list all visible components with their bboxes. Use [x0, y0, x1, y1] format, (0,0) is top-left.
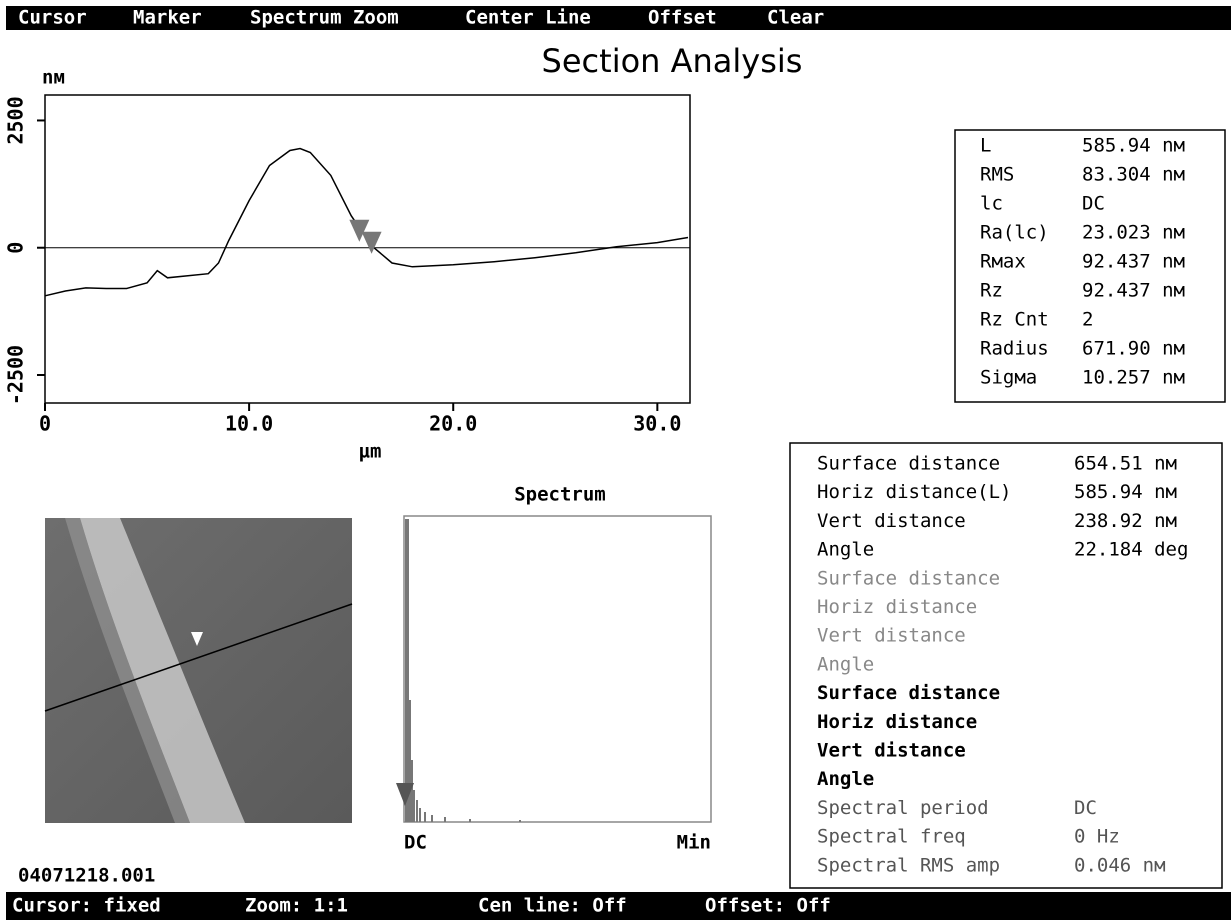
stat-label: L — [980, 135, 991, 157]
spectrum-left-label: DC — [404, 832, 427, 854]
status-item: Offset: Off — [705, 895, 831, 917]
stat-value: DC — [1082, 193, 1105, 215]
stat-label: Ra(lc) — [980, 222, 1049, 244]
x-axis-label: µm — [359, 441, 382, 463]
status-item: Cen line: Off — [478, 895, 627, 917]
stat-value: 2 — [1082, 309, 1093, 331]
spectrum-panel — [396, 516, 711, 822]
x-tick-label: 0 — [39, 412, 51, 436]
stat-label: Rz — [980, 280, 1003, 302]
measurement-label: Angle — [817, 768, 874, 790]
afm-image — [45, 518, 352, 823]
measurement-label: Spectral period — [817, 797, 989, 819]
menu-item[interactable]: Clear — [767, 7, 824, 29]
x-tick-label: 10.0 — [225, 412, 273, 436]
cursor-marker — [362, 232, 382, 254]
spectrum-title: Spectrum — [514, 484, 606, 506]
menu-item[interactable]: Cursor — [18, 7, 87, 29]
measurement-label: Angle — [817, 653, 874, 675]
stat-label: Rz Cnt — [980, 309, 1049, 331]
measurement-value: 238.92 nм — [1074, 510, 1177, 532]
measurement-value: 0 Hz — [1074, 826, 1120, 848]
stat-label: Radius — [980, 338, 1049, 360]
measurement-label: Angle — [817, 539, 874, 561]
measurement-label: Horiz distance — [817, 596, 977, 618]
x-tick-label: 20.0 — [429, 412, 477, 436]
title: Section Analysis — [542, 42, 803, 80]
stat-value: 92.437 nм — [1082, 280, 1185, 302]
menu-item[interactable]: Offset — [648, 7, 717, 29]
measurement-label: Horiz distance — [817, 711, 977, 733]
spectrum-right-label: Min — [677, 832, 711, 854]
measurement-label: Spectral RMS amp — [817, 854, 1000, 876]
status-item: Zoom: 1:1 — [245, 895, 348, 917]
stat-label: Sigмa — [980, 367, 1037, 389]
measurement-label: Surface distance — [817, 682, 1000, 704]
measurement-label: Surface distance — [817, 453, 1000, 475]
measurement-label: Vert distance — [817, 740, 966, 762]
measurement-label: Surface distance — [817, 567, 1000, 589]
stat-value: 671.90 nм — [1082, 338, 1185, 360]
measurement-label: Vert distance — [817, 510, 966, 532]
stat-value: 83.304 nм — [1082, 164, 1185, 186]
measurement-value: 654.51 nм — [1074, 453, 1177, 475]
y-axis-label: nм — [42, 67, 65, 89]
stat-value: 92.437 nм — [1082, 251, 1185, 273]
filename: 04071218.001 — [18, 865, 155, 887]
stat-value: 585.94 nм — [1082, 135, 1185, 157]
stat-label: Rмax — [980, 251, 1026, 273]
measurement-value: 0.046 nм — [1074, 854, 1166, 876]
stat-label: RMS — [980, 164, 1014, 186]
status-item: Cursor: fixed — [12, 895, 161, 917]
menu-item[interactable]: Center Line — [465, 7, 591, 29]
measurement-value: DC — [1074, 797, 1097, 819]
measurement-label: Spectral freq — [817, 826, 966, 848]
menu-item[interactable]: Marker — [133, 7, 202, 29]
y-tick-label: -2500 — [4, 345, 28, 405]
screen: Section Analysis nм µm Spectrum DC Min 0… — [0, 0, 1231, 920]
stat-label: lc — [980, 193, 1003, 215]
y-tick-label: 0 — [4, 242, 28, 254]
menu-item[interactable]: Spectrum Zoom — [250, 7, 399, 29]
stat-value: 10.257 nм — [1082, 367, 1185, 389]
measurement-label: Horiz distance(L) — [817, 481, 1011, 503]
measurement-label: Vert distance — [817, 625, 966, 647]
measurement-value: 585.94 nм — [1074, 481, 1177, 503]
y-tick-label: 2500 — [4, 96, 28, 144]
measurement-value: 22.184 deg — [1074, 539, 1188, 561]
stat-value: 23.023 nм — [1082, 222, 1185, 244]
x-tick-label: 30.0 — [633, 412, 681, 436]
plot-frame — [45, 95, 690, 403]
